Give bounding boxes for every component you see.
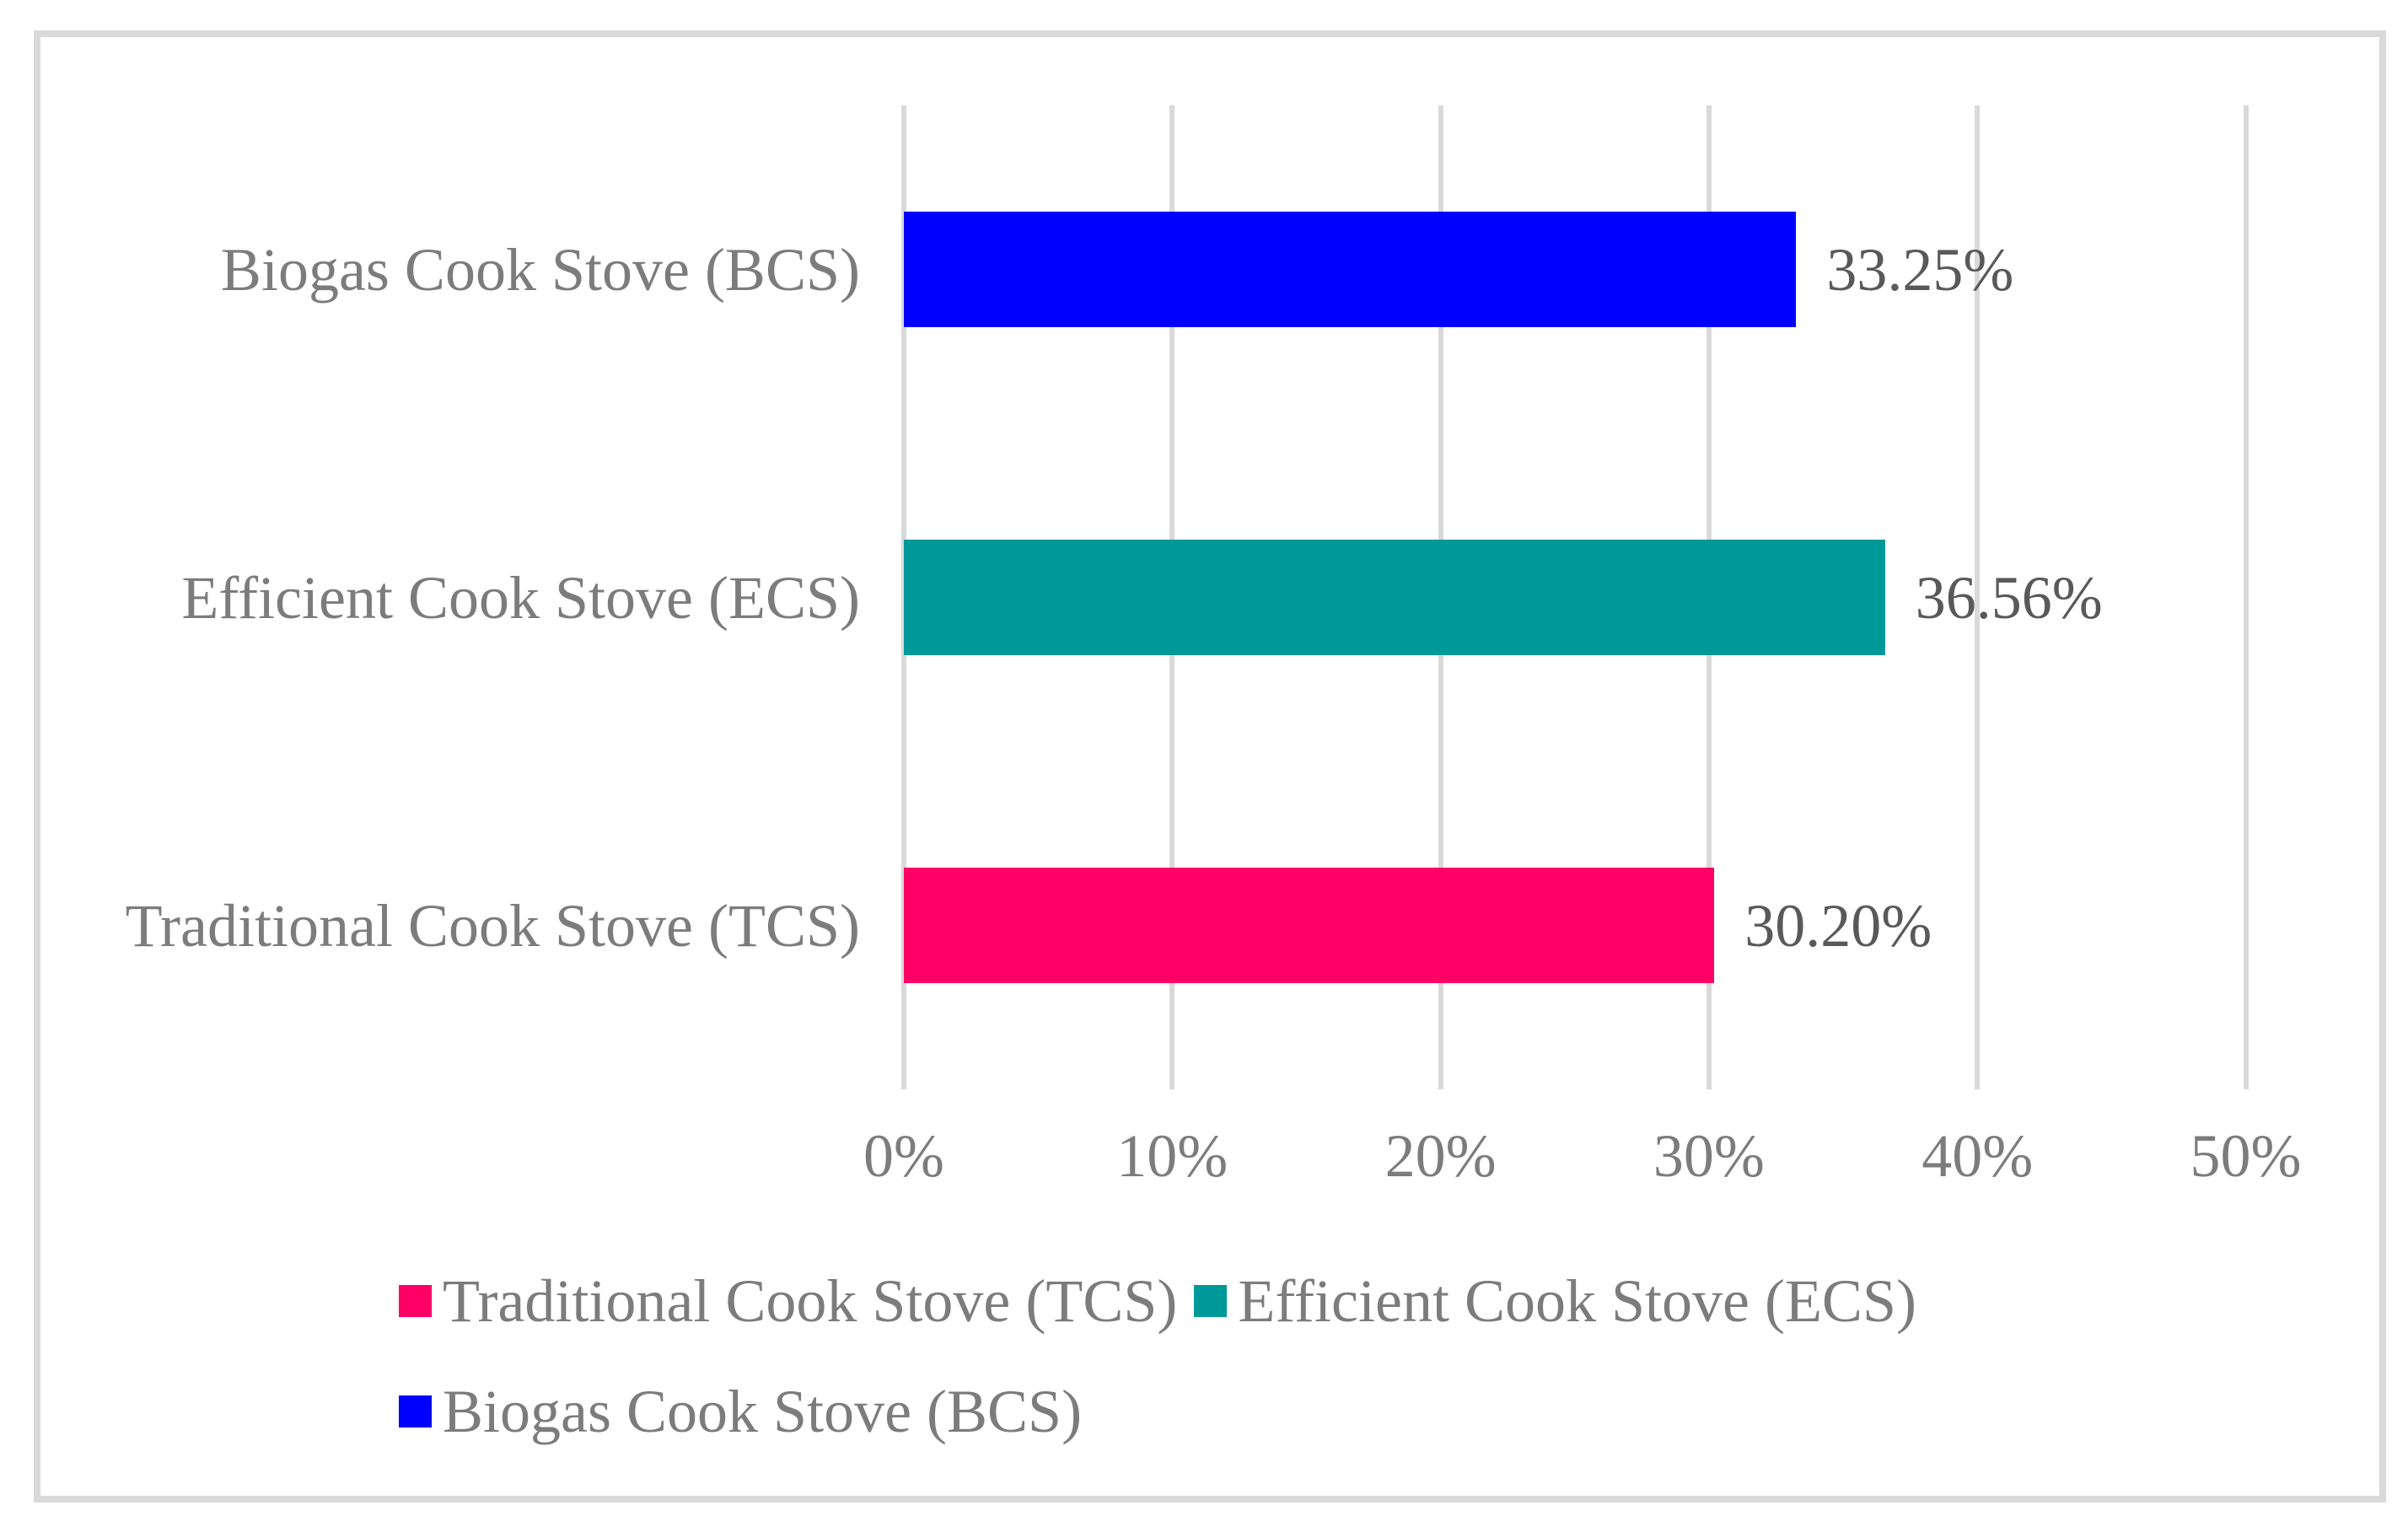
- category-label-tcs: Traditional Cook Stove (TCS): [125, 891, 860, 960]
- legend-label-bcs: Biogas Cook Stove (BCS): [443, 1378, 1083, 1445]
- value-label-tcs: 30.20%: [1744, 891, 1932, 960]
- x-tick-label: 0%: [863, 1122, 944, 1190]
- value-label-bcs: 33.25%: [1826, 235, 2014, 304]
- legend-swatch-ecs: [1194, 1285, 1228, 1317]
- category-label-bcs: Biogas Cook Stove (BCS): [220, 235, 860, 304]
- legend-row-1: Traditional Cook Stove (TCS) Efficient Co…: [399, 1262, 1933, 1340]
- x-tick-label: 20%: [1384, 1122, 1497, 1190]
- x-tick-label: 30%: [1653, 1122, 1765, 1190]
- x-tick-label: 40%: [1922, 1122, 2034, 1190]
- x-tick-label: 10%: [1116, 1122, 1228, 1190]
- legend-swatch-bcs: [399, 1395, 432, 1428]
- bar-tcs: [904, 868, 1715, 983]
- category-label-ecs: Efficient Cook Stove (ECS): [181, 563, 860, 632]
- gridline-40pct: [1975, 105, 1981, 1089]
- legend-swatch-tcs: [399, 1285, 432, 1317]
- gridline-50pct: [2243, 105, 2249, 1089]
- legend-label-ecs: Efficient Cook Stove (ECS): [1238, 1267, 1916, 1335]
- x-tick-label: 50%: [2190, 1122, 2302, 1190]
- legend-label-tcs: Traditional Cook Stove (TCS): [443, 1267, 1178, 1335]
- value-label-ecs: 36.56%: [1915, 563, 2103, 632]
- bar-ecs: [904, 540, 1885, 655]
- bar-bcs: [904, 212, 1797, 327]
- legend-row-2: Biogas Cook Stove (BCS): [399, 1373, 1099, 1450]
